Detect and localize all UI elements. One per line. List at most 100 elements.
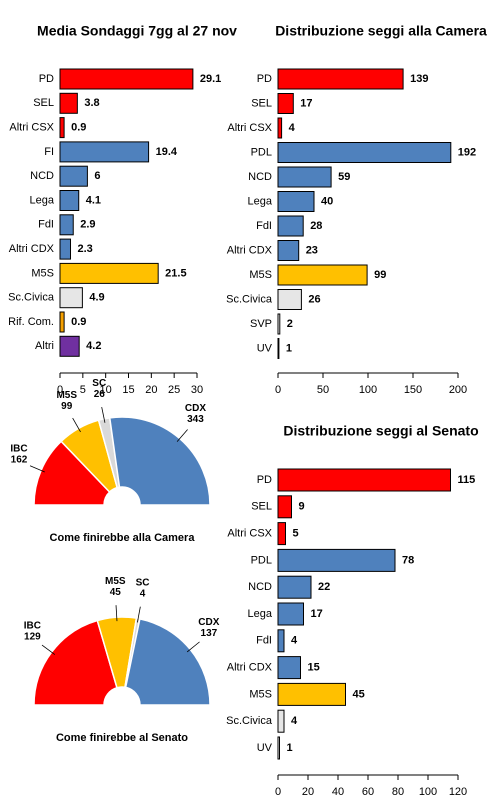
bar	[277, 166, 332, 188]
bar	[59, 335, 80, 357]
value-label: 28	[310, 220, 322, 232]
y-tick-label: M5S	[249, 688, 272, 700]
x-tick-label: 30	[191, 384, 203, 396]
value-label: 99	[374, 269, 386, 281]
slice-label: M5S	[105, 576, 126, 587]
pie-slice	[124, 617, 211, 706]
chart-title: Media Sondaggi 7gg al 27 nov	[37, 23, 237, 39]
bar	[277, 629, 285, 653]
bar	[277, 709, 285, 733]
leader-line	[115, 605, 118, 622]
x-tick-label: 50	[317, 384, 329, 396]
pie-slice	[33, 440, 111, 506]
y-tick-label: UV	[257, 742, 273, 754]
leader-line	[41, 644, 56, 655]
y-tick-label: FdI	[256, 635, 272, 647]
y-tick-label: SVP	[250, 318, 272, 330]
value-label: 26	[308, 293, 320, 305]
value-label: 192	[458, 146, 476, 158]
slice-label: M5S	[56, 390, 77, 401]
leader-line	[137, 606, 141, 623]
y-tick-label: FdI	[38, 219, 54, 231]
bar	[277, 602, 304, 626]
bar	[277, 522, 286, 546]
chart-title: Distribuzione seggi alla Camera	[275, 23, 487, 39]
value-label: 15	[308, 662, 320, 674]
slice-label: SC	[136, 578, 150, 589]
x-tick-label: 0	[275, 384, 281, 396]
bar	[277, 548, 396, 572]
bar	[277, 142, 452, 163]
leader-line	[176, 429, 188, 442]
y-tick-label: FdI	[256, 220, 272, 232]
bar	[59, 68, 194, 90]
y-tick-label: Lega	[248, 195, 273, 207]
value-label: 2	[287, 318, 293, 330]
value-label: 21.5	[165, 267, 186, 279]
y-tick-label: NCD	[248, 171, 272, 183]
chart-title: Distribuzione seggi al Senato	[283, 423, 478, 439]
value-label: 17	[311, 608, 323, 620]
x-tick-label: 15	[122, 384, 134, 396]
bar	[277, 117, 283, 139]
chart-caption: Come finirebbe alla Camera	[50, 532, 196, 544]
y-tick-label: Altri CSX	[9, 122, 54, 134]
y-tick-label: Altri CDX	[9, 243, 55, 255]
value-label: 23	[306, 244, 318, 256]
x-tick-label: 80	[392, 786, 404, 798]
y-tick-label: M5S	[31, 267, 54, 279]
leader-line	[72, 417, 81, 433]
y-tick-label: NCD	[30, 170, 54, 182]
y-tick-label: UV	[257, 342, 273, 354]
y-tick-label: Altri CSX	[227, 122, 272, 134]
bar	[277, 289, 302, 310]
slice-value: 162	[11, 455, 28, 466]
y-tick-label: Altri CDX	[227, 244, 273, 256]
value-label: 19.4	[156, 146, 178, 158]
value-label: 0.9	[71, 316, 86, 328]
leader-line	[101, 407, 106, 423]
bar	[277, 313, 281, 335]
bar	[277, 682, 346, 706]
y-tick-label: SEL	[251, 97, 272, 109]
y-tick-label: SEL	[251, 501, 272, 513]
bar	[277, 468, 451, 492]
value-label: 3.8	[84, 97, 99, 109]
slice-value: 137	[201, 628, 218, 639]
x-tick-label: 20	[302, 786, 314, 798]
bar	[59, 262, 159, 284]
slice-value: 26	[94, 389, 106, 400]
value-label: 1	[286, 342, 292, 354]
x-tick-label: 25	[168, 384, 180, 396]
y-tick-label: PDL	[251, 146, 272, 158]
bar	[277, 264, 368, 286]
bar	[59, 141, 150, 163]
value-label: 4	[289, 122, 296, 134]
y-tick-label: Sc.Civica	[8, 292, 55, 304]
bar	[277, 656, 301, 680]
value-label: 115	[458, 474, 476, 486]
bar	[277, 240, 300, 261]
value-label: 4.2	[86, 340, 101, 352]
pie-slice	[108, 416, 211, 506]
slice-value: 4	[140, 589, 146, 600]
x-tick-label: 0	[275, 786, 281, 798]
y-tick-label: Rif. Com.	[8, 316, 54, 328]
y-tick-label: Lega	[248, 608, 273, 620]
x-tick-label: 100	[359, 384, 377, 396]
bar	[59, 214, 74, 236]
bar	[277, 495, 292, 519]
bar	[59, 92, 78, 114]
bar	[59, 311, 65, 333]
x-tick-label: 40	[332, 786, 344, 798]
y-tick-label: PD	[257, 474, 272, 486]
x-tick-label: 60	[362, 786, 374, 798]
x-tick-label: 150	[404, 384, 422, 396]
y-tick-label: FI	[44, 146, 54, 158]
y-tick-label: Altri	[35, 340, 54, 352]
x-tick-label: 20	[145, 384, 157, 396]
x-tick-label: 100	[419, 786, 437, 798]
x-tick-label: 120	[449, 786, 467, 798]
value-label: 45	[353, 688, 365, 700]
